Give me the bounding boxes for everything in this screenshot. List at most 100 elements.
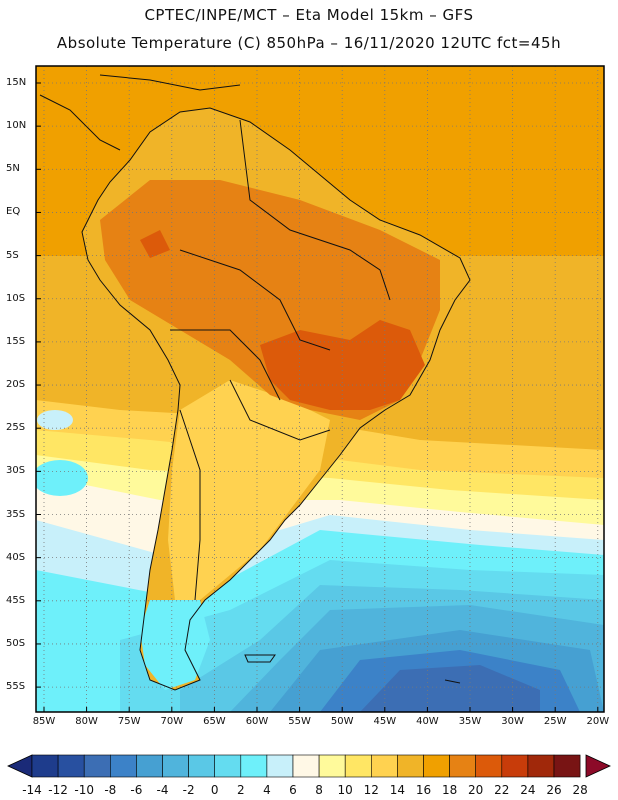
colorbar-cell xyxy=(318,754,346,778)
falklands-outline xyxy=(244,654,276,663)
lon-label: 35W xyxy=(458,716,482,727)
colorbar-cell xyxy=(162,754,189,778)
southern-cone-warm xyxy=(168,380,330,600)
colorbar-label: -12 xyxy=(48,783,68,797)
lat-label: 35S xyxy=(6,508,26,520)
colorbar-label: 16 xyxy=(415,783,432,797)
lat-label: 30S xyxy=(6,465,26,477)
hotspot-northwest xyxy=(140,230,170,258)
temperature-field xyxy=(36,66,604,712)
colorbar-label: -10 xyxy=(74,783,94,797)
colorbar-label: 2 xyxy=(236,783,245,797)
lon-label: 40W xyxy=(416,716,439,727)
colorbar-cell xyxy=(449,754,477,778)
colorbar-cell xyxy=(553,754,581,778)
lat-label: 10S xyxy=(6,292,26,304)
colorbar-cell xyxy=(397,754,424,778)
lat-label: 10N xyxy=(6,120,27,132)
colorbar-cell xyxy=(136,754,163,778)
lon-label: 75W xyxy=(117,716,141,727)
caribbean-outline xyxy=(99,74,241,91)
colorbar-cell xyxy=(527,754,555,778)
continent-outline xyxy=(81,107,471,691)
colorbar-label: -14 xyxy=(22,783,42,797)
lat-label: EQ xyxy=(6,206,21,218)
colorbar-cell xyxy=(110,754,137,778)
colorbar-cell xyxy=(266,754,294,778)
colorbar-cell xyxy=(57,754,85,778)
border-chile-argentina xyxy=(179,409,201,601)
lat-label: 15S xyxy=(6,335,26,347)
lat-label: 5S xyxy=(6,249,19,261)
colorbar-label: -4 xyxy=(156,783,169,797)
lon-label: 65W xyxy=(203,716,226,727)
lat-label: 25S xyxy=(6,422,26,434)
colorbar-cell xyxy=(475,754,503,778)
colorbar-label: -6 xyxy=(130,783,143,797)
cool-pocket-west xyxy=(37,410,73,430)
colorbar-cell xyxy=(370,754,398,778)
border-2 xyxy=(179,249,331,351)
graticule xyxy=(36,66,604,712)
lon-label: 50W xyxy=(330,716,354,727)
colorbar-cell xyxy=(423,754,450,778)
colorbar-cell xyxy=(31,754,59,778)
lon-label: 85W xyxy=(32,716,56,727)
band-neg8 xyxy=(360,665,540,712)
south-georgia-outline xyxy=(444,679,461,684)
colorbar xyxy=(7,754,611,778)
lon-label: 30W xyxy=(501,716,524,727)
lon-label: 70W xyxy=(160,716,184,727)
patagonia-cold xyxy=(140,600,210,690)
lon-label: 55W xyxy=(288,716,311,727)
border-3 xyxy=(170,329,281,401)
lat-label: 5N xyxy=(6,163,20,175)
lon-label: 80W xyxy=(75,716,98,727)
colorbar-label: 22 xyxy=(494,783,510,797)
colorbar-cells xyxy=(31,754,581,778)
colorbar-cell xyxy=(344,754,372,778)
colorbar-label: -2 xyxy=(182,783,195,797)
central-america-outline xyxy=(39,94,121,151)
border-1 xyxy=(239,119,391,301)
colorbar-high-arrow xyxy=(585,754,611,778)
colorbar-label: 10 xyxy=(337,783,353,797)
lat-label: 55S xyxy=(6,681,26,693)
lat-label: 15N xyxy=(6,77,27,88)
lon-label: 25W xyxy=(543,716,567,727)
colorbar-cell xyxy=(501,754,529,778)
lat-label: 50S xyxy=(6,637,26,649)
colorbar-cell xyxy=(240,754,268,778)
lon-label: 60W xyxy=(245,716,269,727)
colorbar-label: 12 xyxy=(363,783,379,797)
colorbar-label: 20 xyxy=(468,783,484,797)
colorbar-label: 6 xyxy=(289,783,297,797)
lat-label: 20S xyxy=(6,379,26,391)
interior-hotspot-22 xyxy=(260,320,425,410)
lon-label: 20W xyxy=(586,716,610,727)
colorbar-cell xyxy=(83,754,111,778)
coastlines xyxy=(39,74,471,691)
colorbar-label: 0 xyxy=(210,783,219,797)
axis-ticks xyxy=(36,82,599,712)
chart-title-line2: Absolute Temperature (C) 850hPa – 16/11/… xyxy=(56,34,562,52)
colorbar-label: 18 xyxy=(441,783,458,797)
colorbar-label: 8 xyxy=(315,783,323,797)
colorbar-low-arrow xyxy=(7,754,33,778)
colorbar-cell xyxy=(188,754,216,778)
colorbar-cell xyxy=(214,754,242,778)
lat-label: 40S xyxy=(6,551,26,563)
colorbar-label: 4 xyxy=(263,783,271,797)
map-frame xyxy=(35,65,605,713)
lon-label: 45W xyxy=(373,716,397,727)
cold-pocket-west xyxy=(36,460,88,496)
colorbar-cell xyxy=(292,754,320,778)
colorbar-label: 24 xyxy=(520,783,536,797)
colorbar-label: 26 xyxy=(546,783,562,797)
border-4 xyxy=(229,379,331,441)
colorbar-label: -8 xyxy=(104,783,117,797)
lat-label: 45S xyxy=(6,594,26,606)
colorbar-label: 28 xyxy=(572,783,588,797)
chart-title-line1: CPTEC/INPE/MCT – Eta Model 15km – GFS xyxy=(144,6,474,24)
